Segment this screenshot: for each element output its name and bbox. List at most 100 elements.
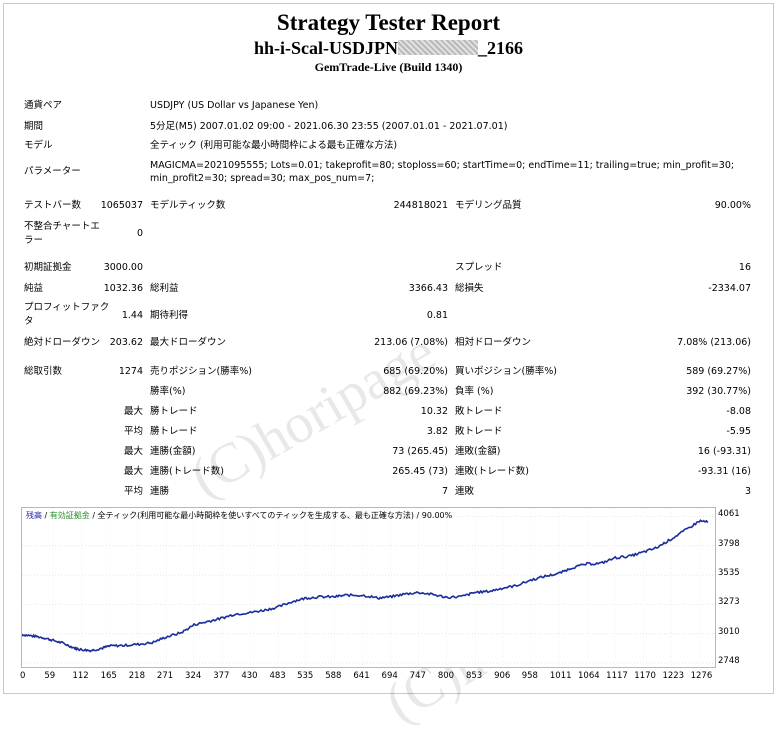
spread-value: 16: [738, 262, 751, 273]
report-title: Strategy Tester Report: [276, 10, 501, 35]
x-tick-label: 853: [465, 671, 483, 681]
max-consec-wins-value: 73 (265.45): [392, 446, 448, 457]
ea-name-prefix: hh-i-Scal-USDJPN: [253, 38, 398, 58]
loss-rate-label: 負率 (%): [455, 386, 494, 397]
y-tick-label: 3273: [718, 597, 740, 608]
x-tick-label: 800: [437, 671, 455, 681]
gross-profit-value: 3366.43: [408, 283, 448, 294]
profit-factor-label-line1: プロフィットファク: [24, 302, 110, 313]
short-positions-label: 売りポジション(勝率%): [150, 366, 252, 377]
x-tick-label: 641: [353, 671, 370, 681]
average-label: 平均: [123, 426, 143, 437]
legend-balance: 残高: [26, 511, 42, 520]
x-tick-label: 1276: [690, 671, 713, 681]
rel-drawdown-label: 相対ドローダウン: [455, 337, 532, 348]
largest-loss-value: -8.08: [726, 406, 751, 417]
x-tick-label: 430: [241, 671, 258, 681]
avg-consec-label: 平均: [123, 486, 143, 497]
long-positions-label: 買いポジション(勝率%): [455, 366, 557, 377]
symbol-label: 通貨ペア: [24, 100, 63, 111]
x-tick-label: 59: [44, 671, 56, 681]
abs-drawdown-label: 絶対ドローダウン: [24, 337, 101, 348]
legend-separator-1: /: [42, 511, 50, 520]
chart-legend: 残高 / 有効証拠金 / 全ティック(利用可能な最小時間枠を使いすべてのティック…: [26, 510, 452, 521]
rel-drawdown-value: 7.08% (213.06): [677, 337, 751, 348]
gross-loss-label: 総損失: [455, 283, 484, 294]
largest-win-value: 10.32: [420, 406, 448, 417]
x-tick-label: 483: [269, 671, 286, 681]
report-frame: [3, 3, 774, 694]
profit-factor-label-line2: タ: [24, 316, 34, 327]
max-consec-losses-label: 連敗(金額): [455, 446, 501, 457]
largest-label: 最大: [123, 406, 143, 417]
x-tick-label: 377: [213, 671, 230, 681]
period-label: 期間: [24, 121, 44, 132]
net-profit-label: 純益: [24, 283, 44, 294]
quality-label: モデリング品質: [455, 200, 522, 211]
long-positions-value: 589 (69.27%): [686, 366, 751, 377]
gross-profit-label: 総利益: [150, 283, 179, 294]
model-label: モデル: [24, 140, 53, 151]
deposit-value: 3000.00: [103, 262, 143, 273]
total-trades-value: 1274: [118, 366, 143, 377]
x-tick-label: 0: [20, 671, 26, 681]
balance-line: [21, 519, 709, 653]
win-rate-label: 勝率(%): [150, 386, 186, 397]
mismatch-label-line1: 不整合チャートエ: [24, 221, 100, 232]
parameters-value-line1: MAGICMA=2021095555; Lots=0.01; takeprofi…: [150, 160, 735, 171]
ticks-value: 244818021: [393, 200, 448, 211]
x-tick-label: 535: [297, 671, 314, 681]
avg-loss-label: 敗トレード: [455, 426, 503, 437]
ea-name-suffix: _2166: [478, 38, 523, 58]
balance-line-shadow: [21, 518, 708, 653]
x-tick-label: 218: [128, 671, 145, 681]
avg-consec-wins-label: 連勝: [150, 486, 170, 497]
max-consec-wins-label: 連勝(金額): [150, 446, 196, 457]
y-tick-label: 4061: [718, 509, 740, 520]
max-consec-profit-value: 265.45 (73): [392, 466, 448, 477]
x-tick-label: 1011: [549, 671, 572, 681]
x-tick-label: 1170: [634, 671, 656, 681]
x-tick-label: 112: [72, 671, 89, 681]
net-profit-value: 1032.36: [103, 283, 143, 294]
x-tick-label: 1117: [606, 671, 628, 681]
quality-value: 90.00%: [714, 200, 751, 211]
x-tick-label: 588: [325, 671, 342, 681]
legend-separator-2: /: [89, 511, 98, 520]
maximum-label: 最大: [123, 446, 143, 457]
symbol-value: USDJPY (US Dollar vs Japanese Yen): [150, 100, 319, 111]
x-tick-label: 958: [521, 671, 538, 681]
avg-win-value: 3.82: [426, 426, 448, 437]
abs-drawdown-value: 203.62: [109, 337, 143, 348]
x-tick-label: 906: [494, 671, 511, 681]
max-consec-profit-label: 連勝(トレード数): [150, 466, 224, 477]
largest-win-label: 勝トレード: [150, 406, 198, 417]
legend-model: 全ティック(利用可能な最小時間枠を使いすべてのティックを生成する、最も正確な方法…: [97, 511, 453, 520]
chart-svg: [21, 508, 715, 667]
y-tick-label: 3798: [718, 538, 740, 549]
expected-payoff-value: 0.81: [426, 310, 448, 321]
max-drawdown-label: 最大ドローダウン: [150, 337, 227, 348]
x-tick-label: 271: [156, 671, 174, 681]
max-consec-lossamt-value: -93.31 (16): [697, 466, 751, 477]
expected-payoff-label: 期待利得: [150, 310, 189, 321]
x-tick-label: 1223: [662, 671, 685, 681]
x-tick-label: 165: [100, 671, 117, 681]
bars-value: 1065037: [100, 200, 143, 211]
mismatch-value: 0: [136, 228, 143, 239]
largest-loss-label: 敗トレード: [455, 406, 503, 417]
legend-equity: 有効証拠金: [49, 511, 90, 520]
avg-consec-losses-value: 3: [744, 486, 751, 497]
y-tick-label: 3010: [718, 626, 740, 637]
parameters-label: パラメーター: [24, 166, 81, 177]
gross-loss-value: -2334.07: [708, 283, 751, 294]
max-consec-lossamt-label: 連敗(トレード数): [455, 466, 529, 477]
ticks-label: モデルティック数: [150, 200, 226, 211]
period-value: 5分足(M5) 2007.01.02 09:00 - 2021.06.30 23…: [150, 121, 508, 132]
avg-loss-value: -5.95: [726, 426, 751, 437]
avg-consec-losses-label: 連敗: [455, 486, 475, 497]
redacted-block: [398, 40, 478, 55]
max-consec-losses-value: 16 (-93.31): [697, 446, 751, 457]
win-rate-value: 882 (69.23%): [383, 386, 448, 397]
balance-chart: 2748 3010 3273 3535 3798 4061 0 59 112 165 218 271…: [20, 507, 757, 685]
